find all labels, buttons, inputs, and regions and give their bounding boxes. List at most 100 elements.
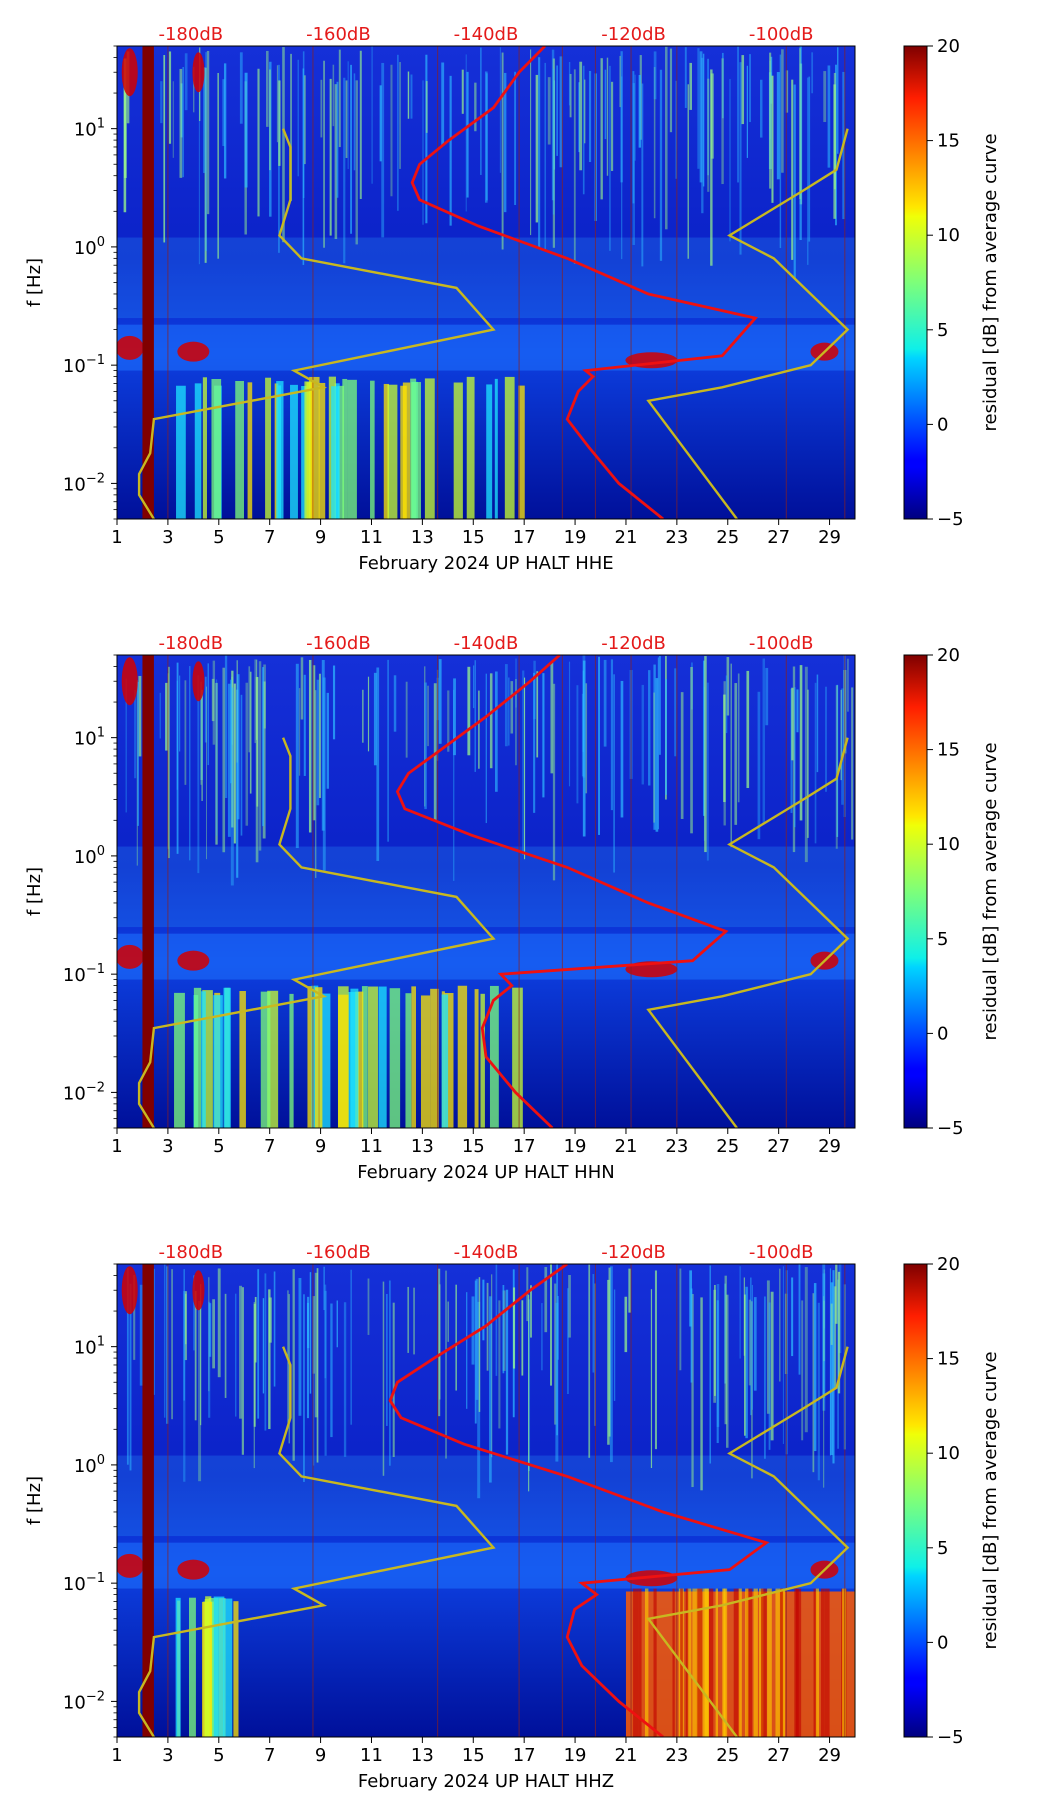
- y-tick-label: 10−2: [63, 1689, 105, 1713]
- db-scale-label: -140dB: [454, 1242, 519, 1263]
- db-scale-label: -120dB: [601, 24, 666, 45]
- colorbar-label: residual [dB] from average curve: [980, 742, 1001, 1040]
- x-tick-label: 5: [213, 527, 224, 548]
- x-tick-label: 29: [818, 527, 841, 548]
- x-tick-label: 19: [564, 1745, 587, 1766]
- curve-average-psd: [410, 46, 759, 519]
- db-scale-label: -160dB: [306, 1242, 371, 1263]
- colorbar-tick-label: 5: [937, 929, 948, 950]
- db-scale-label: -100dB: [749, 24, 814, 45]
- x-tick-label: 11: [360, 1136, 383, 1157]
- colorbar-tick-label: −5: [937, 509, 964, 530]
- curve-nhnm: [646, 737, 850, 1128]
- x-tick-label: 17: [513, 1745, 536, 1766]
- y-tick-label: 100: [74, 235, 105, 259]
- colorbar-tick-label: −5: [937, 1727, 964, 1748]
- x-tick-label: 15: [462, 527, 485, 548]
- x-tick-label: 25: [716, 1136, 739, 1157]
- y-axis-label: f [Hz]: [24, 867, 45, 916]
- x-tick-label: 23: [665, 527, 688, 548]
- y-axis-label: f [Hz]: [24, 258, 45, 307]
- curve-nlnm: [137, 737, 496, 1128]
- db-scale-label: -180dB: [158, 24, 223, 45]
- colorbar: [903, 45, 928, 520]
- x-tick-label: 9: [315, 527, 326, 548]
- colorbar-tick-label: −5: [937, 1118, 964, 1139]
- x-tick-label: 13: [411, 1745, 434, 1766]
- colorbar-tick-label: 5: [937, 320, 948, 341]
- x-tick-label: 17: [513, 527, 536, 548]
- x-tick-label: 15: [462, 1745, 485, 1766]
- curve-nhnm: [646, 1346, 850, 1737]
- db-scale-label: -120dB: [601, 633, 666, 654]
- spectrogram-image: [117, 1264, 855, 1737]
- colorbar-label: residual [dB] from average curve: [980, 133, 1001, 431]
- x-axis-label: February 2024 UP HALT HHZ: [358, 1771, 614, 1792]
- db-scale-label: -100dB: [749, 1242, 814, 1263]
- colorbar-tick-label: 20: [937, 1254, 960, 1275]
- curve-average-psd: [388, 1264, 770, 1737]
- x-tick-label: 13: [411, 1136, 434, 1157]
- x-tick-label: 23: [665, 1745, 688, 1766]
- x-tick-label: 1: [111, 1745, 122, 1766]
- db-scale-label: -140dB: [454, 633, 519, 654]
- x-tick-label: 21: [615, 1745, 638, 1766]
- y-tick-label: 100: [74, 1453, 105, 1477]
- colorbar-tick-label: 20: [937, 645, 960, 666]
- x-tick-label: 11: [360, 527, 383, 548]
- colorbar-tick-label: 15: [937, 740, 960, 761]
- colorbar-tick-label: 20: [937, 36, 960, 57]
- x-axis-label: February 2024 UP HALT HHN: [357, 1162, 614, 1183]
- db-scale-label: -140dB: [454, 24, 519, 45]
- colorbar-tick-label: 15: [937, 1349, 960, 1370]
- colorbar-label: residual [dB] from average curve: [980, 1351, 1001, 1649]
- x-tick-label: 3: [162, 1745, 173, 1766]
- x-tick-label: 5: [213, 1136, 224, 1157]
- x-tick-label: 17: [513, 1136, 536, 1157]
- x-tick-label: 11: [360, 1745, 383, 1766]
- x-tick-label: 3: [162, 1136, 173, 1157]
- db-scale-label: -160dB: [306, 24, 371, 45]
- db-scale-label: -100dB: [749, 633, 814, 654]
- colorbar: [903, 1263, 928, 1738]
- x-tick-label: 27: [767, 1745, 790, 1766]
- x-tick-label: 5: [213, 1745, 224, 1766]
- x-tick-label: 7: [264, 1136, 275, 1157]
- colorbar-tick-label: 0: [937, 1632, 948, 1653]
- curve-nhnm: [646, 128, 850, 519]
- y-tick-label: 101: [74, 1335, 105, 1359]
- x-tick-label: 25: [716, 1745, 739, 1766]
- x-tick-label: 23: [665, 1136, 688, 1157]
- x-tick-label: 19: [564, 527, 587, 548]
- x-tick-label: 25: [716, 527, 739, 548]
- x-tick-label: 15: [462, 1136, 485, 1157]
- y-tick-label: 10−1: [63, 353, 105, 377]
- y-tick-label: 101: [74, 726, 105, 750]
- x-tick-label: 7: [264, 527, 275, 548]
- x-tick-label: 29: [818, 1136, 841, 1157]
- x-tick-label: 19: [564, 1136, 587, 1157]
- spectrogram-image: [117, 46, 855, 519]
- colorbar-tick-label: 0: [937, 1023, 948, 1044]
- db-scale-label: -180dB: [158, 1242, 223, 1263]
- curve-nlnm: [137, 1346, 496, 1737]
- y-axis-label: f [Hz]: [24, 1476, 45, 1525]
- y-tick-label: 10−1: [63, 962, 105, 986]
- colorbar-tick-label: 0: [937, 414, 948, 435]
- y-tick-label: 10−2: [63, 1080, 105, 1104]
- spectrogram-image: [117, 655, 855, 1128]
- curve-nlnm: [137, 128, 496, 519]
- x-tick-label: 1: [111, 527, 122, 548]
- x-tick-label: 3: [162, 527, 173, 548]
- x-tick-label: 13: [411, 527, 434, 548]
- colorbar-tick-label: 15: [937, 131, 960, 152]
- x-tick-label: 9: [315, 1745, 326, 1766]
- x-tick-label: 27: [767, 1136, 790, 1157]
- x-tick-label: 29: [818, 1745, 841, 1766]
- db-scale-label: -180dB: [158, 633, 223, 654]
- x-axis-label: February 2024 UP HALT HHE: [358, 553, 613, 574]
